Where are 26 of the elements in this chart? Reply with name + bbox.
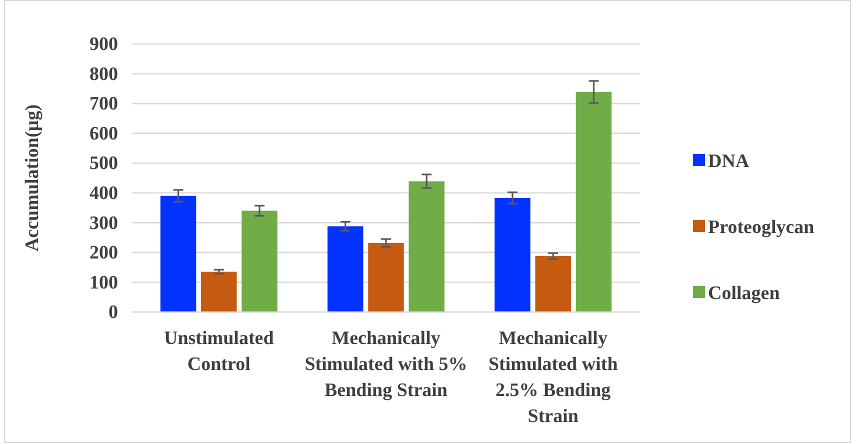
- y-tick-label: 600: [90, 123, 118, 144]
- bar: [494, 198, 530, 312]
- bar: [328, 226, 364, 312]
- x-tick-label: Mechanically Stimulated with 5% Bending Strain: [304, 328, 468, 401]
- y-tick-label: 700: [90, 94, 118, 115]
- y-tick-label: 800: [90, 64, 118, 85]
- legend-label: Collagen: [708, 283, 780, 304]
- y-axis-title: Accumulation(µg): [22, 104, 43, 252]
- legend-label: DNA: [708, 151, 750, 172]
- y-tick-label: 300: [90, 212, 118, 234]
- bar: [576, 92, 612, 312]
- bar: [408, 181, 444, 312]
- bar: [242, 210, 278, 312]
- bar: [535, 256, 571, 312]
- y-tick-label: 500: [90, 153, 118, 174]
- bar: [160, 196, 196, 312]
- y-tick-label: 200: [90, 242, 118, 264]
- x-tick-label: Mechanically Stimulated with 2.5% Bending Strain: [488, 328, 618, 427]
- y-tick-label: 400: [90, 182, 118, 204]
- y-tick-label: 0: [108, 302, 118, 324]
- x-tick-label: Unstimulated Control: [164, 328, 274, 375]
- bar: [368, 242, 404, 312]
- legend-label: Proteoglycan: [708, 217, 815, 238]
- bar: [201, 272, 237, 312]
- y-tick-label: 900: [90, 34, 118, 56]
- y-tick-label: 100: [90, 272, 118, 294]
